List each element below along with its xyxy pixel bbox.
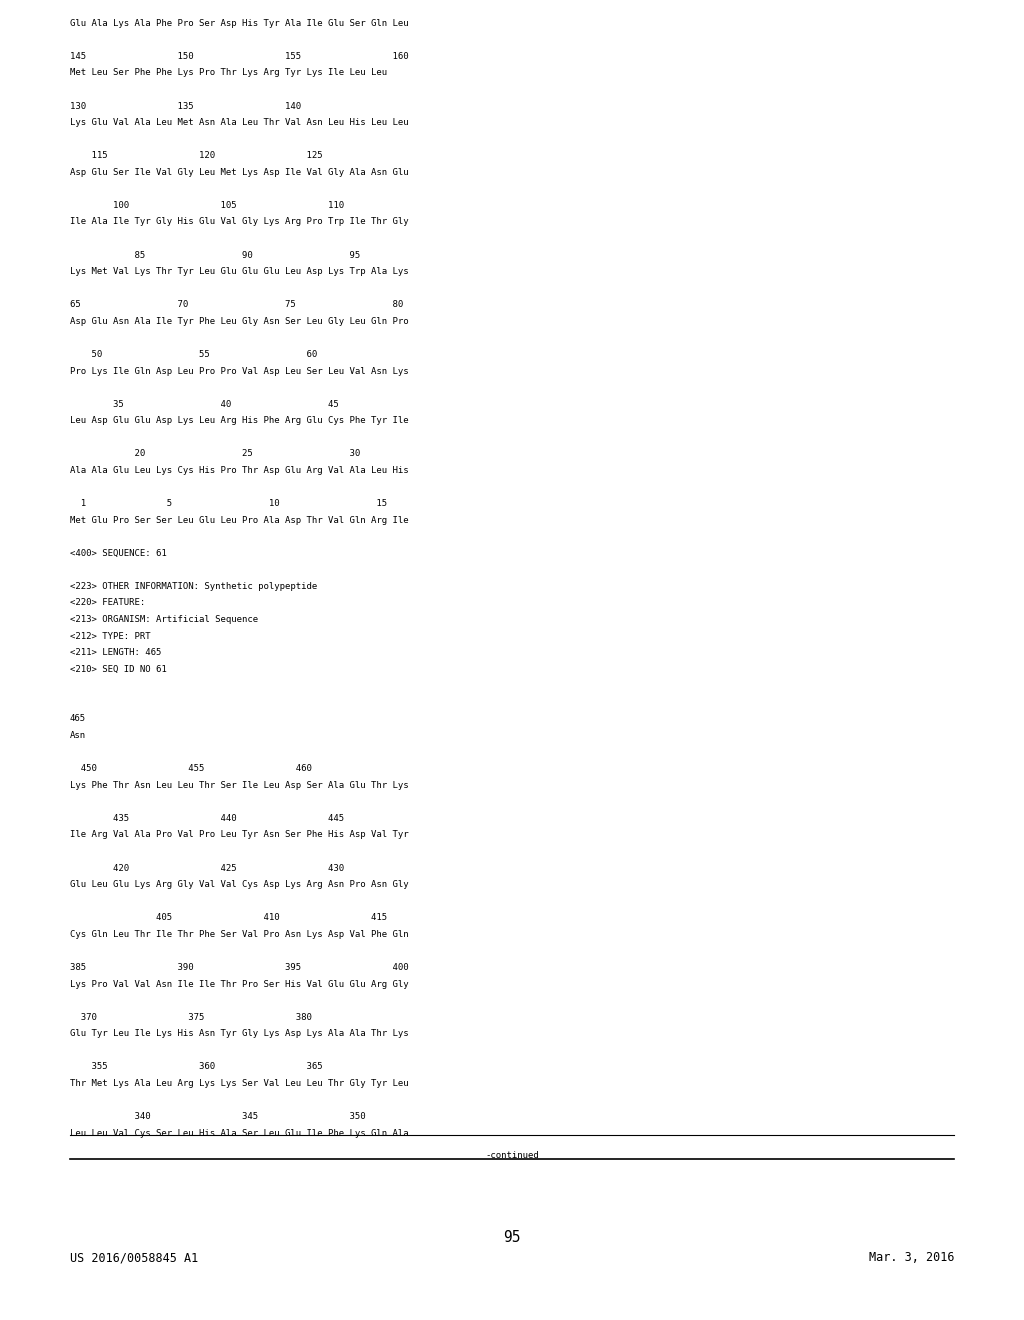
Text: 340                 345                 350: 340 345 350: [70, 1111, 366, 1121]
Text: Lys Pro Val Val Asn Ile Ile Thr Pro Ser His Val Glu Glu Arg Gly: Lys Pro Val Val Asn Ile Ile Thr Pro Ser …: [70, 979, 409, 989]
Text: 435                 440                 445: 435 440 445: [70, 814, 344, 822]
Text: Glu Leu Glu Lys Arg Gly Val Val Cys Asp Lys Arg Asn Pro Asn Gly: Glu Leu Glu Lys Arg Gly Val Val Cys Asp …: [70, 880, 409, 890]
Text: Met Leu Ser Phe Phe Lys Pro Thr Lys Arg Tyr Lys Ile Leu Leu: Met Leu Ser Phe Phe Lys Pro Thr Lys Arg …: [70, 69, 387, 78]
Text: 35                  40                  45: 35 40 45: [70, 400, 338, 409]
Text: Lys Phe Thr Asn Leu Leu Thr Ser Ile Leu Asp Ser Ala Glu Thr Lys: Lys Phe Thr Asn Leu Leu Thr Ser Ile Leu …: [70, 780, 409, 789]
Text: US 2016/0058845 A1: US 2016/0058845 A1: [70, 1251, 198, 1265]
Text: <212> TYPE: PRT: <212> TYPE: PRT: [70, 632, 151, 640]
Text: Pro Lys Ile Gln Asp Leu Pro Pro Val Asp Leu Ser Leu Val Asn Lys: Pro Lys Ile Gln Asp Leu Pro Pro Val Asp …: [70, 367, 409, 376]
Text: 420                 425                 430: 420 425 430: [70, 863, 344, 873]
Text: Glu Ala Lys Ala Phe Pro Ser Asp His Tyr Ala Ile Glu Ser Gln Leu: Glu Ala Lys Ala Phe Pro Ser Asp His Tyr …: [70, 18, 409, 28]
Text: 450                 455                 460: 450 455 460: [70, 764, 311, 774]
Text: <400> SEQUENCE: 61: <400> SEQUENCE: 61: [70, 549, 166, 558]
Text: 385                 390                 395                 400: 385 390 395 400: [70, 964, 409, 972]
Text: 85                  90                  95: 85 90 95: [70, 251, 359, 260]
Text: Asn: Asn: [70, 731, 86, 741]
Text: Thr Met Lys Ala Leu Arg Lys Lys Ser Val Leu Leu Thr Gly Tyr Leu: Thr Met Lys Ala Leu Arg Lys Lys Ser Val …: [70, 1078, 409, 1088]
Text: Lys Met Val Lys Thr Tyr Leu Glu Glu Glu Leu Asp Lys Trp Ala Lys: Lys Met Val Lys Thr Tyr Leu Glu Glu Glu …: [70, 267, 409, 276]
Text: Met Glu Pro Ser Ser Leu Glu Leu Pro Ala Asp Thr Val Gln Arg Ile: Met Glu Pro Ser Ser Leu Glu Leu Pro Ala …: [70, 516, 409, 524]
Text: <220> FEATURE:: <220> FEATURE:: [70, 598, 144, 607]
Text: <213> ORGANISM: Artificial Sequence: <213> ORGANISM: Artificial Sequence: [70, 615, 258, 624]
Text: 145                 150                 155                 160: 145 150 155 160: [70, 51, 409, 61]
Text: 370                 375                 380: 370 375 380: [70, 1012, 311, 1022]
Text: Asp Glu Asn Ala Ile Tyr Phe Leu Gly Asn Ser Leu Gly Leu Gln Pro: Asp Glu Asn Ala Ile Tyr Phe Leu Gly Asn …: [70, 317, 409, 326]
Text: <223> OTHER INFORMATION: Synthetic polypeptide: <223> OTHER INFORMATION: Synthetic polyp…: [70, 582, 316, 591]
Text: 465: 465: [70, 714, 86, 723]
Text: 100                 105                 110: 100 105 110: [70, 201, 344, 210]
Text: Glu Tyr Leu Ile Lys His Asn Tyr Gly Lys Asp Lys Ala Ala Thr Lys: Glu Tyr Leu Ile Lys His Asn Tyr Gly Lys …: [70, 1030, 409, 1039]
Text: 130                 135                 140: 130 135 140: [70, 102, 301, 111]
Text: 115                 120                 125: 115 120 125: [70, 152, 323, 160]
Text: 50                  55                  60: 50 55 60: [70, 350, 316, 359]
Text: 355                 360                 365: 355 360 365: [70, 1063, 323, 1072]
Text: 95: 95: [503, 1230, 521, 1245]
Text: Leu Leu Val Cys Ser Leu His Ala Ser Leu Glu Ile Phe Lys Gln Ala: Leu Leu Val Cys Ser Leu His Ala Ser Leu …: [70, 1129, 409, 1138]
Text: Ala Ala Glu Leu Lys Cys His Pro Thr Asp Glu Arg Val Ala Leu His: Ala Ala Glu Leu Lys Cys His Pro Thr Asp …: [70, 466, 409, 475]
Text: <211> LENGTH: 465: <211> LENGTH: 465: [70, 648, 161, 657]
Text: Lys Glu Val Ala Leu Met Asn Ala Leu Thr Val Asn Leu His Leu Leu: Lys Glu Val Ala Leu Met Asn Ala Leu Thr …: [70, 117, 409, 127]
Text: 20                  25                  30: 20 25 30: [70, 449, 359, 458]
Text: 405                 410                 415: 405 410 415: [70, 913, 387, 923]
Text: Mar. 3, 2016: Mar. 3, 2016: [869, 1251, 954, 1265]
Text: Ile Ala Ile Tyr Gly His Glu Val Gly Lys Arg Pro Trp Ile Thr Gly: Ile Ala Ile Tyr Gly His Glu Val Gly Lys …: [70, 218, 409, 227]
Text: Cys Gln Leu Thr Ile Thr Phe Ser Val Pro Asn Lys Asp Val Phe Gln: Cys Gln Leu Thr Ile Thr Phe Ser Val Pro …: [70, 929, 409, 939]
Text: Ile Arg Val Ala Pro Val Pro Leu Tyr Asn Ser Phe His Asp Val Tyr: Ile Arg Val Ala Pro Val Pro Leu Tyr Asn …: [70, 830, 409, 840]
Text: -continued: -continued: [485, 1151, 539, 1160]
Text: 65                  70                  75                  80: 65 70 75 80: [70, 300, 402, 309]
Text: Asp Glu Ser Ile Val Gly Leu Met Lys Asp Ile Val Gly Ala Asn Glu: Asp Glu Ser Ile Val Gly Leu Met Lys Asp …: [70, 168, 409, 177]
Text: <210> SEQ ID NO 61: <210> SEQ ID NO 61: [70, 665, 166, 673]
Text: 1               5                  10                  15: 1 5 10 15: [70, 499, 387, 508]
Text: Leu Asp Glu Glu Asp Lys Leu Arg His Phe Arg Glu Cys Phe Tyr Ile: Leu Asp Glu Glu Asp Lys Leu Arg His Phe …: [70, 416, 409, 425]
